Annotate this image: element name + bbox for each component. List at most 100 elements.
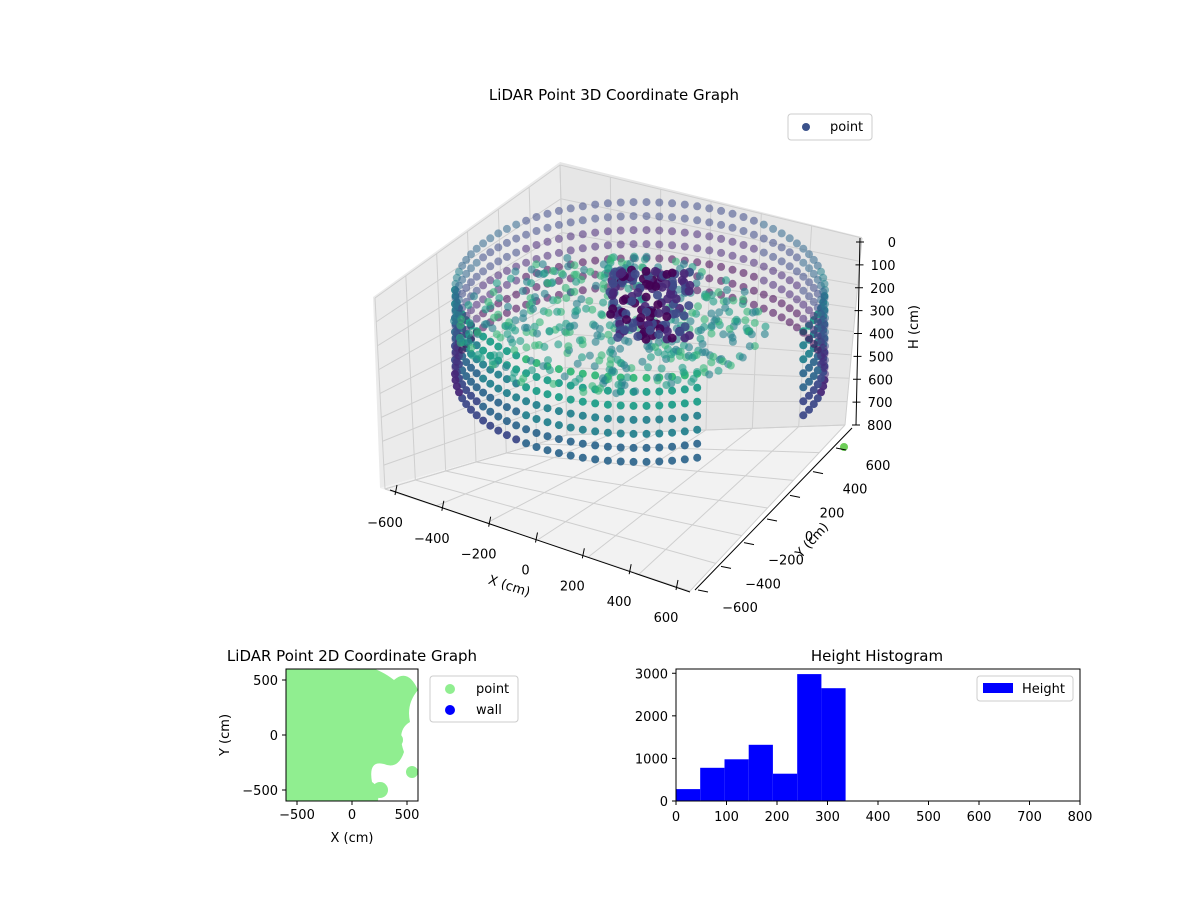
point-3d <box>591 200 600 209</box>
histogram-x-tick-label: 300 <box>815 810 840 825</box>
point-3d <box>805 306 813 315</box>
point-3d <box>462 372 471 381</box>
point-3d <box>613 355 622 364</box>
point-3d <box>472 300 481 309</box>
plot-2d: LiDAR Point 2D Coordinate Graph −500 0 500… <box>218 647 519 846</box>
point-3d <box>726 361 735 370</box>
point-3d <box>642 429 651 438</box>
point-3d <box>484 297 493 306</box>
point-3d <box>566 437 575 446</box>
point-3d <box>543 418 552 427</box>
point-3d <box>472 314 481 323</box>
histogram-y-tick-label: 2000 <box>635 710 668 725</box>
point-3d <box>616 429 625 438</box>
point-3d <box>769 294 778 303</box>
point-3d <box>516 337 525 345</box>
x-tick-label-2d: 0 <box>348 808 356 823</box>
point-3d <box>805 405 813 414</box>
point-3d <box>657 364 666 373</box>
point-3d <box>799 411 808 420</box>
point-3d <box>554 206 563 215</box>
point-3d <box>620 381 629 390</box>
point-3d <box>502 266 511 275</box>
point-3d <box>532 443 541 451</box>
point-3d <box>571 307 580 316</box>
point-3d <box>820 349 829 358</box>
point-3d <box>512 248 521 257</box>
point-3d <box>566 395 575 404</box>
point-3d <box>535 318 544 327</box>
point-3d <box>570 270 579 279</box>
point-3d <box>616 198 625 207</box>
y-tick-mark-3d <box>812 471 824 475</box>
point-3d <box>578 230 587 239</box>
point-3d <box>655 198 664 207</box>
point-3d <box>705 232 714 241</box>
point-3d <box>785 234 794 243</box>
x-tick-label-3d: 400 <box>607 595 632 610</box>
point-3d <box>655 415 664 424</box>
point-3d <box>566 409 575 418</box>
point-3d <box>554 276 563 285</box>
point-3d <box>747 330 756 339</box>
point-3d <box>813 366 822 375</box>
point-3d <box>473 328 482 337</box>
histogram-x-tick-label: 600 <box>967 810 992 825</box>
legend-histogram: Height <box>976 675 1074 702</box>
x-tick-mark-3d <box>488 516 492 527</box>
point-3d <box>532 241 541 249</box>
point-3d <box>519 374 528 383</box>
point-3d <box>464 301 473 310</box>
point-3d <box>462 283 471 292</box>
point-3d <box>792 295 801 304</box>
grid-floor-y <box>506 452 794 481</box>
point-3d <box>693 286 702 295</box>
x-axis-label-2d: X (cm) <box>331 831 374 846</box>
point-3d <box>693 230 702 239</box>
point-3d <box>526 356 535 365</box>
point-3d <box>728 333 737 342</box>
point-3d <box>809 358 818 367</box>
point-3d <box>494 257 503 266</box>
point-3d <box>451 363 460 372</box>
point-3d <box>540 342 549 351</box>
point-3d <box>809 339 818 348</box>
x-tick-mark-3d <box>581 548 585 559</box>
point-3d <box>540 289 549 298</box>
point-3d <box>579 388 588 396</box>
point-3d <box>616 344 625 353</box>
point-3d <box>662 326 672 336</box>
plot-3d: LiDAR Point 3D Coordinate Graph −600 −400… <box>367 86 922 626</box>
y-axis-label-2d: Y (cm) <box>218 714 233 757</box>
point-3d <box>819 329 828 338</box>
point-3d <box>686 317 695 326</box>
point-3d <box>680 214 689 223</box>
point-3d <box>467 377 475 386</box>
point-3d <box>554 435 563 444</box>
legend-3d-label: point <box>830 120 863 135</box>
point-3d <box>503 330 512 338</box>
point-3d <box>580 265 589 274</box>
histogram-x-tick-label: 700 <box>1017 810 1042 825</box>
point-3d <box>693 397 702 406</box>
point-3d <box>628 323 638 333</box>
point-3d <box>792 309 801 318</box>
point-3d <box>603 414 612 423</box>
point-3d <box>629 443 638 452</box>
point-3d <box>604 330 613 339</box>
point-3d <box>646 353 655 362</box>
point-3d <box>692 279 701 288</box>
x-ticks-3d: −600 −400 −200 0 200 400 600 <box>367 484 679 626</box>
point-3d <box>809 325 818 334</box>
histogram-y-tick-label: 1000 <box>635 752 668 767</box>
point-3d <box>642 415 651 424</box>
point-3d <box>578 453 587 462</box>
point-3d <box>668 199 677 208</box>
point-3d <box>799 355 808 364</box>
point-3d <box>450 316 458 325</box>
point-3d <box>616 212 625 221</box>
point-3d <box>545 327 554 335</box>
point-3d <box>465 319 474 327</box>
point-3d <box>653 373 661 382</box>
